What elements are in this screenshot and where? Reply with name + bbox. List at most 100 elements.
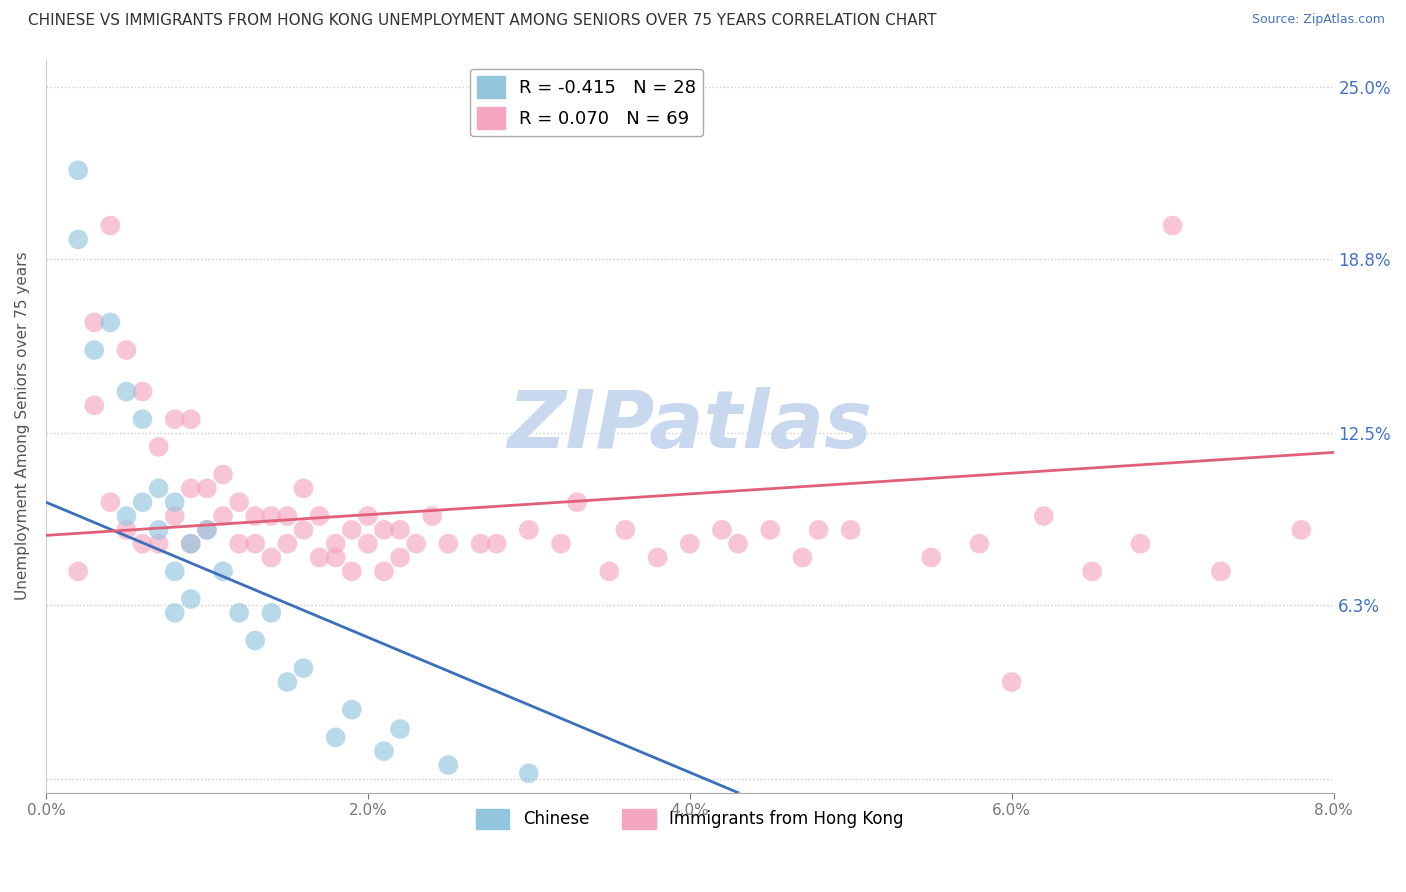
Point bbox=[212, 467, 235, 482]
Point bbox=[67, 163, 90, 178]
Point bbox=[1209, 565, 1232, 579]
Point bbox=[517, 523, 540, 537]
Point bbox=[839, 523, 862, 537]
Point bbox=[245, 509, 267, 524]
Point bbox=[373, 523, 395, 537]
Point bbox=[228, 606, 250, 620]
Point bbox=[357, 509, 380, 524]
Point bbox=[131, 384, 153, 399]
Point bbox=[405, 537, 427, 551]
Point bbox=[180, 412, 202, 426]
Point bbox=[614, 523, 637, 537]
Point bbox=[437, 758, 460, 772]
Point bbox=[212, 565, 235, 579]
Point bbox=[212, 509, 235, 524]
Point bbox=[792, 550, 814, 565]
Point bbox=[308, 509, 330, 524]
Point bbox=[180, 537, 202, 551]
Point bbox=[67, 232, 90, 246]
Point bbox=[163, 412, 186, 426]
Point bbox=[83, 343, 105, 357]
Point bbox=[1001, 675, 1024, 690]
Point bbox=[276, 509, 298, 524]
Point bbox=[115, 384, 138, 399]
Point bbox=[98, 495, 121, 509]
Point bbox=[420, 509, 443, 524]
Point bbox=[180, 481, 202, 495]
Point bbox=[245, 633, 267, 648]
Point bbox=[67, 565, 90, 579]
Point bbox=[260, 550, 283, 565]
Point bbox=[83, 398, 105, 412]
Point bbox=[1081, 565, 1104, 579]
Point bbox=[292, 523, 315, 537]
Point bbox=[260, 606, 283, 620]
Point bbox=[163, 606, 186, 620]
Text: CHINESE VS IMMIGRANTS FROM HONG KONG UNEMPLOYMENT AMONG SENIORS OVER 75 YEARS CO: CHINESE VS IMMIGRANTS FROM HONG KONG UNE… bbox=[28, 13, 936, 29]
Point bbox=[340, 523, 363, 537]
Point bbox=[115, 509, 138, 524]
Point bbox=[1161, 219, 1184, 233]
Point bbox=[131, 495, 153, 509]
Point bbox=[598, 565, 620, 579]
Point bbox=[148, 440, 170, 454]
Point bbox=[180, 592, 202, 607]
Point bbox=[710, 523, 733, 537]
Point bbox=[131, 537, 153, 551]
Point bbox=[389, 523, 412, 537]
Point bbox=[340, 565, 363, 579]
Point bbox=[308, 550, 330, 565]
Point bbox=[920, 550, 942, 565]
Point bbox=[357, 537, 380, 551]
Point bbox=[437, 537, 460, 551]
Point bbox=[163, 495, 186, 509]
Point bbox=[228, 495, 250, 509]
Point bbox=[727, 537, 749, 551]
Point bbox=[550, 537, 572, 551]
Point bbox=[98, 315, 121, 329]
Point bbox=[485, 537, 508, 551]
Point bbox=[195, 481, 218, 495]
Point bbox=[1129, 537, 1152, 551]
Point bbox=[647, 550, 669, 565]
Point bbox=[969, 537, 991, 551]
Point bbox=[292, 661, 315, 675]
Point bbox=[325, 550, 347, 565]
Point bbox=[245, 537, 267, 551]
Point bbox=[1032, 509, 1054, 524]
Point bbox=[340, 703, 363, 717]
Point bbox=[163, 565, 186, 579]
Point bbox=[131, 412, 153, 426]
Point bbox=[148, 537, 170, 551]
Point bbox=[759, 523, 782, 537]
Point bbox=[373, 744, 395, 758]
Point bbox=[98, 219, 121, 233]
Legend: Chinese, Immigrants from Hong Kong: Chinese, Immigrants from Hong Kong bbox=[470, 802, 910, 836]
Point bbox=[292, 481, 315, 495]
Point bbox=[325, 731, 347, 745]
Point bbox=[807, 523, 830, 537]
Point bbox=[228, 537, 250, 551]
Point bbox=[565, 495, 588, 509]
Point bbox=[679, 537, 702, 551]
Point bbox=[83, 315, 105, 329]
Text: ZIPatlas: ZIPatlas bbox=[508, 387, 872, 465]
Point bbox=[195, 523, 218, 537]
Point bbox=[115, 343, 138, 357]
Text: Source: ZipAtlas.com: Source: ZipAtlas.com bbox=[1251, 13, 1385, 27]
Y-axis label: Unemployment Among Seniors over 75 years: Unemployment Among Seniors over 75 years bbox=[15, 252, 30, 600]
Point bbox=[1291, 523, 1313, 537]
Point bbox=[470, 537, 492, 551]
Point bbox=[389, 722, 412, 736]
Point bbox=[517, 766, 540, 780]
Point bbox=[325, 537, 347, 551]
Point bbox=[115, 523, 138, 537]
Point bbox=[373, 565, 395, 579]
Point bbox=[148, 523, 170, 537]
Point bbox=[389, 550, 412, 565]
Point bbox=[195, 523, 218, 537]
Point bbox=[163, 509, 186, 524]
Point bbox=[276, 675, 298, 690]
Point bbox=[260, 509, 283, 524]
Point bbox=[180, 537, 202, 551]
